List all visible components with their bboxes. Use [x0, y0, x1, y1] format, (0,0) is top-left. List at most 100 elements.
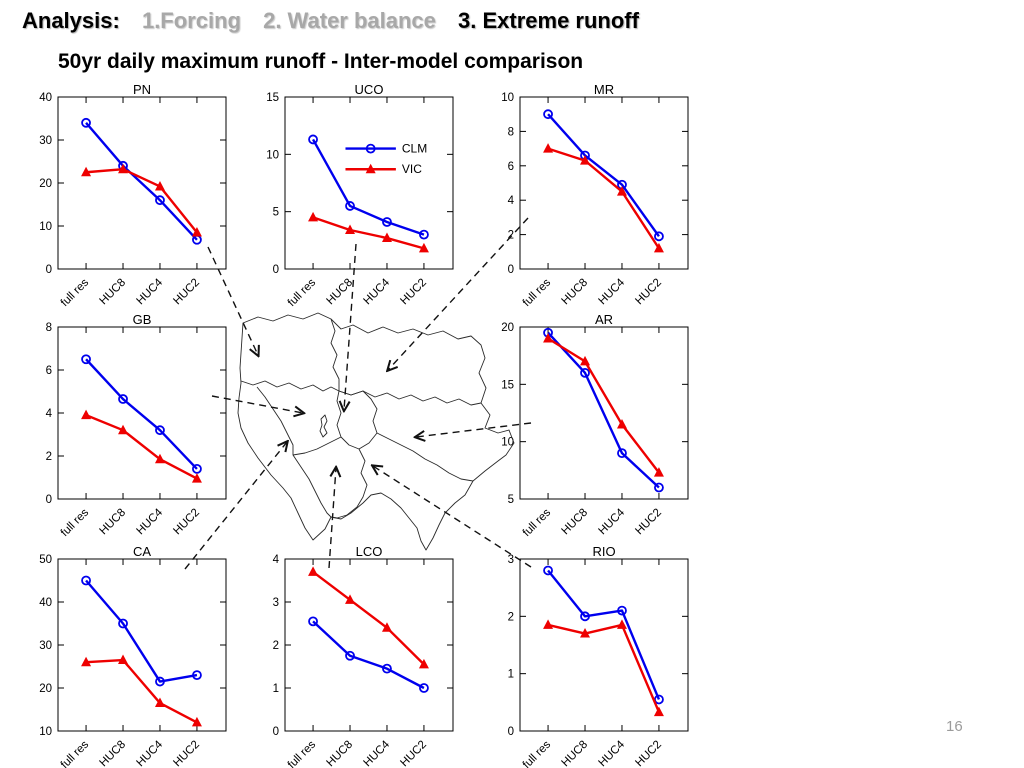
map-boundary-pn-south	[240, 380, 340, 392]
y-tick-label: 10	[266, 149, 279, 161]
series-line-clm	[547, 113, 660, 238]
x-tick-label: full res	[521, 276, 554, 309]
clm-circle-marker	[308, 616, 318, 627]
series-line-vic	[85, 168, 198, 234]
x-tick-label: HUC2	[171, 739, 202, 768]
map-boundary-mr-south	[338, 390, 482, 406]
legend-label-vic: VIC	[402, 162, 422, 176]
x-tick-label: HUC4	[596, 276, 627, 307]
x-tick-label: HUC2	[633, 507, 664, 538]
y-tick-label: 15	[266, 92, 279, 104]
x-tick-label: HUC2	[171, 277, 202, 308]
x-tick-label: HUC4	[134, 738, 165, 768]
clm-circle-marker	[617, 448, 627, 459]
clm-circle-marker	[155, 425, 165, 436]
series-line-vic	[312, 570, 425, 666]
series-line-clm	[85, 358, 198, 470]
x-tick-label: full res	[521, 738, 554, 768]
vic-triangle-marker	[345, 224, 356, 235]
y-tick-label: 20	[39, 683, 52, 695]
x-tick-label: HUC4	[134, 506, 165, 537]
chart-title-uco: UCO	[355, 85, 384, 97]
vic-triangle-marker	[653, 467, 664, 477]
chart-svg-gb: GB 0 2 4 6 8 full res HUC8 HUC4 HUC2	[46, 315, 227, 539]
chart-svg-ca: CA 10 20 30 40 50 full res HUC8 HUC4 HUC2	[39, 547, 227, 768]
x-tick-label: HUC8	[560, 507, 591, 538]
y-tick-label: 4	[46, 408, 53, 420]
x-tick-label: HUC8	[560, 277, 591, 308]
chart-title-ar: AR	[595, 315, 613, 327]
series-line-clm	[547, 331, 660, 489]
vic-triangle-marker	[653, 706, 664, 717]
y-tick-label: 3	[273, 597, 279, 609]
x-tick-label: full res	[286, 738, 319, 768]
series-line-vic	[85, 658, 198, 724]
vic-triangle-marker	[543, 332, 554, 343]
vic-triangle-marker	[653, 242, 664, 253]
vic-triangle-marker	[191, 226, 202, 237]
vic-triangle-marker	[81, 656, 92, 667]
page-title: 50yr daily maximum runoff - Inter-model …	[58, 50, 584, 73]
vic-triangle-marker	[81, 166, 92, 177]
series-line-vic	[547, 337, 660, 474]
vic-triangle-marker	[308, 566, 319, 576]
vic-triangle-marker	[118, 654, 129, 665]
x-tick-label: full res	[59, 506, 92, 539]
y-tick-label: 0	[46, 264, 52, 276]
vic-triangle-marker	[580, 355, 591, 366]
x-tick-label: HUC4	[361, 738, 392, 768]
y-tick-label: 0	[508, 264, 514, 276]
x-tick-label: full res	[521, 506, 554, 539]
chart-title-rio: RIO	[592, 547, 615, 559]
map-boundary-gb-south	[292, 436, 342, 456]
vic-triangle-marker	[118, 163, 129, 174]
x-tick-label: HUC2	[171, 507, 202, 538]
y-tick-label: 50	[39, 554, 52, 566]
map-boundary-ca-east	[256, 386, 332, 518]
series-line-vic	[85, 414, 198, 480]
series-line-vic	[547, 147, 660, 250]
y-tick-label: 1	[273, 683, 279, 695]
y-tick-label: 30	[39, 135, 52, 147]
y-tick-label: 4	[508, 195, 515, 207]
vic-triangle-marker	[616, 186, 627, 196]
chart-panel-rio: RIO 0 1 2 3 full res HUC8 HUC4 HUC2	[480, 547, 700, 768]
x-tick-label: HUC8	[325, 739, 356, 768]
clm-circle-marker	[580, 611, 590, 622]
y-tick-label: 10	[501, 92, 514, 104]
analysis-label: Analysis:	[22, 8, 120, 33]
clm-circle-marker	[654, 231, 664, 242]
vic-triangle-marker	[308, 211, 319, 222]
vic-triangle-marker	[118, 424, 129, 435]
clm-circle-marker	[155, 676, 165, 687]
y-tick-label: 0	[508, 726, 514, 738]
clm-circle-marker	[654, 482, 664, 493]
x-tick-label: HUC8	[98, 739, 129, 768]
vic-triangle-marker	[418, 658, 429, 669]
clm-circle-marker	[654, 694, 664, 705]
x-tick-label: HUC4	[596, 738, 627, 768]
clm-circle-marker	[580, 367, 590, 378]
nav-item-water-balance: 2. Water balance	[263, 8, 436, 33]
chart-panel-pn: PN 0 10 20 30 40 full res HUC8 HUC4 HUC2	[18, 85, 238, 325]
vic-triangle-marker	[154, 697, 165, 708]
clm-circle-marker	[345, 201, 355, 211]
y-tick-label: 8	[508, 126, 514, 138]
chart-panel-uco: UCO 0 5 10 15 full res HUC8 HUC4 HUC2 CLM VIC	[245, 85, 465, 325]
y-tick-label: 10	[39, 221, 52, 233]
chart-panel-lco: LCO 0 1 2 3 4 full res HUC8 HUC4 HUC2	[245, 547, 465, 768]
x-tick-label: HUC8	[98, 277, 129, 308]
map-boundary-divide	[330, 318, 340, 391]
clm-circle-marker	[81, 117, 91, 128]
legend-label-clm: CLM	[402, 142, 427, 156]
clm-circle-marker	[543, 565, 553, 576]
x-tick-label: HUC2	[633, 739, 664, 768]
series-line-clm	[547, 569, 661, 700]
clm-circle-marker	[543, 109, 553, 120]
y-tick-label: 30	[39, 640, 52, 652]
y-tick-label: 0	[273, 264, 279, 276]
x-tick-label: HUC2	[398, 739, 429, 768]
vic-triangle-marker	[616, 619, 627, 629]
